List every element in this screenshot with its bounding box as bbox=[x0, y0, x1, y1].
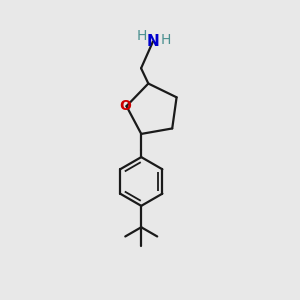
Text: H: H bbox=[136, 29, 147, 43]
Text: H: H bbox=[160, 33, 171, 47]
Text: O: O bbox=[119, 99, 131, 113]
Text: N: N bbox=[147, 34, 159, 49]
